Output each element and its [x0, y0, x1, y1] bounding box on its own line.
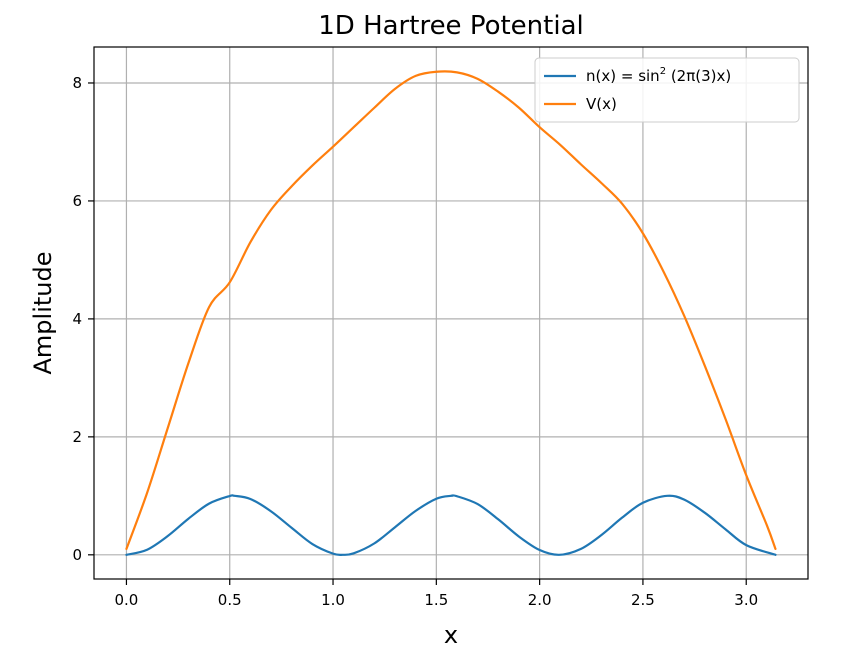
y-tick-label: 6 — [72, 192, 82, 210]
y-tick-label: 8 — [72, 74, 82, 92]
x-tick-label: 2.5 — [631, 591, 655, 609]
legend-label-density: n(x) = sin2 (2π(3)x) — [586, 66, 731, 85]
x-tick-label: 3.0 — [734, 591, 758, 609]
chart-title: 1D Hartree Potential — [318, 11, 583, 41]
y-tick-label: 2 — [72, 428, 82, 446]
series-lines — [125, 70, 777, 557]
y-tick-label: 4 — [72, 310, 82, 328]
x-tick-label: 0.5 — [218, 591, 242, 609]
grid-lines — [94, 47, 808, 579]
y-axis-label: Amplitude — [29, 252, 57, 375]
series-line-potential — [125, 70, 777, 551]
x-tick-label: 1.5 — [424, 591, 448, 609]
x-tick-label: 0.0 — [115, 591, 139, 609]
y-tick-label: 0 — [72, 546, 82, 564]
x-axis-label: x — [444, 621, 458, 649]
legend-label-density-suffix: (2π(3)x) — [666, 67, 731, 85]
legend-label-density-superscript: 2 — [660, 66, 666, 77]
x-tick-label: 1.0 — [321, 591, 345, 609]
axis-ticks: 0.0 0.5 1.0 1.5 2.0 2.5 3.0 0 2 4 6 8 — [72, 74, 758, 609]
plot-frame — [93, 46, 809, 580]
legend-label-potential: V(x) — [586, 95, 617, 113]
legend: n(x) = sin2 (2π(3)x) V(x) — [534, 57, 800, 123]
legend-label-density-prefix: n(x) = sin — [586, 67, 660, 85]
x-tick-label: 2.0 — [528, 591, 552, 609]
legend-box — [534, 57, 800, 123]
series-line-density — [125, 494, 777, 557]
